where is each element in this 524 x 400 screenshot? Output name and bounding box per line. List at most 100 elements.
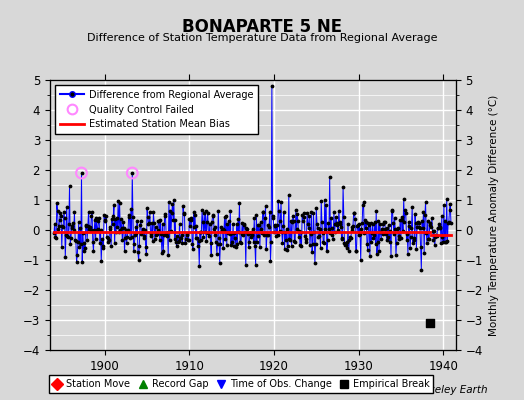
Point (155, 218, 163, 225)
Point (162, 230, 170, 236)
Point (314, 234, 323, 240)
Point (313, 220, 321, 227)
Point (276, 228, 284, 235)
Point (228, 238, 236, 245)
Point (200, 210, 209, 216)
Point (166, 207, 174, 214)
Point (425, 236, 433, 242)
Point (352, 248, 360, 254)
Point (142, 251, 150, 258)
Point (387, 253, 395, 259)
Point (107, 242, 115, 249)
Point (148, 238, 157, 244)
Point (393, 226, 401, 232)
Point (268, 213, 277, 219)
Point (358, 220, 366, 226)
Point (229, 221, 237, 228)
Point (68, 223, 77, 229)
Point (177, 234, 185, 241)
Point (432, 232, 440, 238)
Point (124, 227, 132, 234)
Point (375, 248, 383, 254)
Point (238, 220, 246, 227)
Point (419, 225, 427, 232)
Point (262, 246, 270, 252)
Point (159, 248, 168, 254)
Point (428, 215, 436, 222)
Point (297, 229, 305, 236)
Point (149, 209, 158, 215)
Point (215, 234, 223, 241)
Point (220, 227, 228, 234)
Point (246, 234, 255, 240)
Point (413, 219, 422, 225)
Point (268, 83, 276, 89)
Point (237, 240, 245, 246)
Point (172, 238, 180, 245)
Point (445, 207, 454, 213)
Point (205, 220, 214, 227)
Point (332, 214, 340, 220)
Point (171, 217, 179, 223)
Point (337, 224, 345, 230)
Point (347, 227, 356, 234)
Point (93, 226, 102, 232)
Point (133, 218, 141, 224)
Point (386, 239, 394, 246)
Point (247, 228, 256, 235)
Point (421, 199, 430, 205)
Point (431, 242, 439, 249)
Point (401, 207, 409, 213)
Point (438, 213, 446, 220)
Point (219, 245, 227, 252)
Point (203, 210, 212, 216)
Point (313, 225, 322, 231)
Point (99, 245, 107, 251)
Point (195, 262, 203, 269)
Point (245, 239, 254, 245)
Point (119, 219, 127, 225)
Point (297, 242, 305, 249)
Point (345, 237, 354, 243)
Point (135, 242, 144, 249)
Point (377, 236, 385, 242)
Point (141, 243, 150, 250)
Point (380, 219, 389, 226)
Point (382, 231, 390, 237)
Point (227, 241, 235, 248)
Point (292, 226, 301, 232)
Point (369, 235, 378, 241)
Point (413, 224, 421, 230)
Point (294, 218, 302, 225)
Point (112, 228, 120, 235)
Point (390, 215, 399, 222)
Point (54, 223, 63, 229)
Point (129, 214, 137, 221)
Point (334, 227, 342, 233)
Point (194, 238, 203, 244)
Point (239, 232, 247, 239)
Point (254, 233, 263, 239)
Point (139, 235, 148, 241)
Point (60, 208, 68, 215)
Point (346, 234, 354, 240)
Point (401, 210, 410, 216)
Point (125, 212, 133, 218)
Point (144, 214, 152, 220)
Point (274, 198, 282, 204)
Point (374, 218, 383, 224)
Point (132, 224, 140, 230)
Point (307, 230, 315, 237)
Point (78, 170, 86, 176)
Point (362, 218, 370, 225)
Point (348, 224, 356, 230)
Point (193, 234, 201, 241)
Point (423, 218, 432, 224)
Text: Berkeley Earth: Berkeley Earth (411, 385, 487, 395)
Point (408, 204, 417, 210)
Point (178, 232, 186, 238)
Point (354, 232, 363, 238)
Point (290, 238, 299, 244)
Point (402, 237, 411, 244)
Point (146, 209, 154, 216)
